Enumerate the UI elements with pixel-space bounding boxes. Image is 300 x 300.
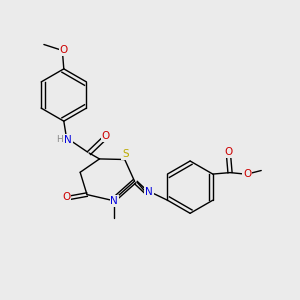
Text: O: O xyxy=(102,131,110,141)
Text: N: N xyxy=(64,135,72,145)
Text: O: O xyxy=(225,147,233,157)
Text: S: S xyxy=(122,149,129,159)
Text: O: O xyxy=(60,45,68,56)
Text: N: N xyxy=(145,187,153,197)
Text: H: H xyxy=(56,134,63,143)
Text: O: O xyxy=(243,169,251,179)
Text: O: O xyxy=(62,192,70,202)
Text: N: N xyxy=(110,196,118,206)
